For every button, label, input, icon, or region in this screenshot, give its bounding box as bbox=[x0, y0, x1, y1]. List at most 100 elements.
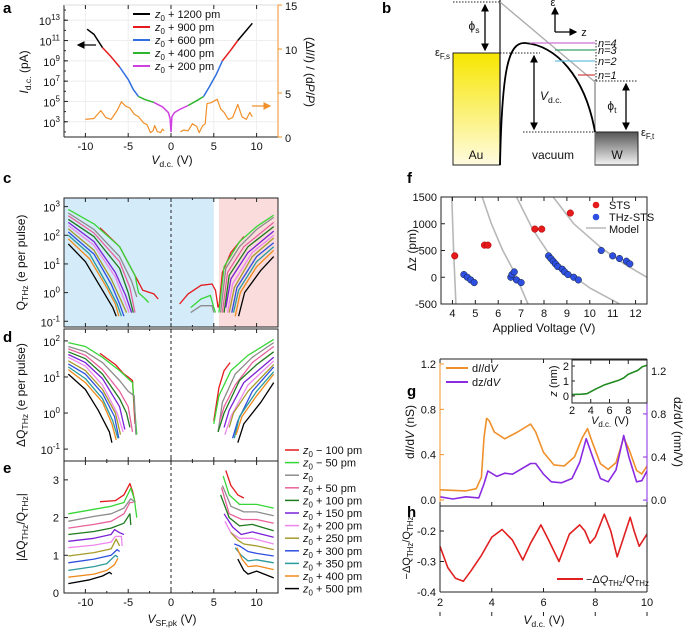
y-tick-label: 2 bbox=[53, 513, 59, 525]
tick-base: 10 bbox=[43, 118, 55, 130]
text-part: ϕ bbox=[468, 19, 475, 33]
text-part: /Q bbox=[14, 512, 28, 525]
series-line-right bbox=[234, 249, 275, 317]
text-part: d.c. bbox=[598, 420, 611, 429]
text-part: + 150 pm bbox=[313, 508, 362, 520]
text-part: Model bbox=[609, 224, 639, 236]
x-tick-label: 0 bbox=[168, 141, 174, 153]
y-tick-label: 3 bbox=[53, 475, 59, 487]
tick-exponent: 5 bbox=[56, 94, 61, 103]
text-part: THz bbox=[20, 525, 30, 541]
tick-base: 10 bbox=[43, 231, 55, 243]
y2-tick-label: 0.8 bbox=[651, 409, 666, 421]
series-line-left bbox=[68, 345, 137, 435]
text-part: d bbox=[472, 363, 478, 375]
text-part: d bbox=[403, 452, 417, 459]
text-part: P bbox=[303, 95, 317, 103]
series-line-left bbox=[68, 557, 119, 578]
text-part: Q bbox=[14, 301, 28, 310]
tick-exponent: 7 bbox=[56, 74, 61, 83]
y-tick-label: 0.8 bbox=[421, 404, 436, 416]
tick-exponent: 9 bbox=[56, 54, 61, 63]
series-line-right bbox=[217, 351, 275, 433]
text-part: F,s bbox=[440, 52, 450, 61]
x-tick-label: 10 bbox=[250, 597, 262, 609]
y-axis-label: Δz (pm) bbox=[405, 229, 419, 271]
tick-exponent: -1 bbox=[53, 442, 61, 451]
series-line-right bbox=[228, 237, 275, 313]
text-part: z bbox=[302, 445, 309, 457]
text-part: 0 bbox=[309, 576, 314, 585]
legend-label: Model bbox=[609, 224, 639, 236]
text-part: 0 bbox=[309, 551, 314, 560]
sts-point bbox=[484, 241, 492, 249]
y-tick-label: 10-1 bbox=[41, 314, 61, 329]
series-line-left bbox=[68, 356, 124, 433]
text-part: (e per pulse) bbox=[14, 215, 28, 286]
thz-sts-point bbox=[564, 271, 572, 279]
series-line-left bbox=[67, 221, 133, 313]
text-part: ε bbox=[551, 0, 556, 9]
thz-sts-point bbox=[510, 268, 518, 276]
text-part: − 50 pm bbox=[313, 458, 356, 470]
legend-label: z0 + 350 pm bbox=[302, 558, 362, 572]
dzdv-line bbox=[439, 434, 648, 500]
text-part: + 100 pm bbox=[313, 495, 362, 507]
series-line-left bbox=[67, 369, 117, 441]
series-line-right bbox=[223, 226, 275, 313]
text-part: 0 bbox=[309, 488, 314, 497]
z-axis-label: z bbox=[581, 27, 587, 39]
series-line-right bbox=[224, 360, 275, 435]
series-line-low bbox=[190, 294, 217, 313]
text-part: z bbox=[302, 483, 309, 495]
ratio-series-line bbox=[180, 98, 253, 134]
sts-point bbox=[451, 252, 459, 260]
panel-label-e: e bbox=[3, 460, 11, 477]
tick-base: 10 bbox=[43, 203, 55, 215]
idc-series-line bbox=[202, 60, 224, 97]
text-part: + 50 pm bbox=[313, 483, 356, 495]
text-part: d.c. bbox=[548, 95, 562, 105]
text-part: (nm/V) bbox=[671, 428, 685, 467]
text-part: ε bbox=[641, 127, 646, 139]
series-line-right bbox=[231, 366, 275, 439]
au-label: Au bbox=[469, 148, 484, 162]
y-tick-label: 10-1 bbox=[41, 442, 61, 457]
legend-label: z0 + 400 pm bbox=[154, 48, 214, 62]
y2-tick-label: 10 bbox=[285, 45, 297, 57]
text-part: d.c. bbox=[23, 76, 33, 90]
tick-base: 10 bbox=[43, 57, 55, 69]
tick-exponent: -1 bbox=[53, 314, 61, 323]
inset-y-axis-label: z (nm) bbox=[548, 365, 560, 397]
series-line-left bbox=[67, 212, 138, 298]
text-part: 0 bbox=[161, 66, 166, 75]
y-tick-label: 105 bbox=[43, 94, 60, 109]
text-part: 0 bbox=[309, 475, 314, 484]
x-tick-label: 9 bbox=[564, 308, 570, 320]
level-label: n=1 bbox=[598, 70, 617, 82]
tick-base: 10 bbox=[39, 16, 51, 28]
idc-series-line bbox=[237, 22, 253, 41]
text-part: ΔQ bbox=[14, 430, 28, 447]
x-tick-label: 12 bbox=[629, 308, 641, 320]
phi-s-label: ϕs bbox=[468, 19, 479, 35]
series-line-right bbox=[225, 230, 275, 308]
text-part: THz bbox=[406, 543, 415, 558]
text-part: + 900 pm bbox=[165, 22, 214, 34]
text-part: V bbox=[540, 89, 549, 103]
x-tick-label: 11 bbox=[607, 308, 618, 320]
series-line-left bbox=[68, 513, 132, 536]
y-tick-label: 1 bbox=[563, 376, 569, 388]
series-line-right bbox=[221, 221, 275, 313]
series-line-right bbox=[213, 362, 231, 422]
level-label: n=4 bbox=[598, 38, 617, 50]
x-tick-label: 8 bbox=[625, 405, 631, 417]
text-part: (V) bbox=[173, 153, 192, 167]
tick-base: 10 bbox=[43, 260, 55, 272]
tick-exponent: 1 bbox=[56, 257, 61, 266]
x-tick-label: 7 bbox=[518, 308, 524, 320]
series-line-right bbox=[217, 342, 275, 432]
legend-label: z0 + 600 pm bbox=[154, 35, 214, 49]
